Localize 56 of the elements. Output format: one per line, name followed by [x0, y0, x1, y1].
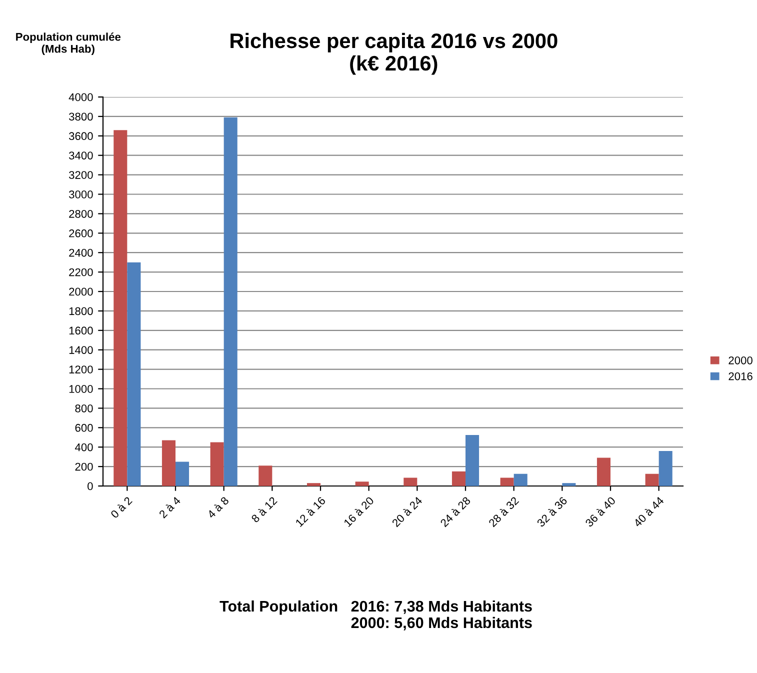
- y-tick-label: 1000: [69, 385, 93, 393]
- y-tick-label: 2600: [69, 229, 93, 238]
- y-tick-label: 1200: [69, 366, 93, 374]
- bar: [355, 482, 369, 486]
- y-tick-label: 4000: [68, 93, 93, 102]
- bar: [176, 462, 190, 486]
- bar: [562, 483, 576, 486]
- x-tick-label: 20 à 24: [391, 496, 423, 528]
- x-tick-label: 36 à 40: [584, 496, 616, 528]
- bar: [596, 458, 610, 486]
- x-tick-label: 24 à 28: [440, 496, 471, 528]
- x-tick-label: 8 à 12: [250, 496, 278, 523]
- y-tick-label: 3400: [68, 152, 93, 160]
- bar: [306, 483, 320, 486]
- legend-label: 2000: [728, 356, 752, 364]
- bar: [224, 117, 238, 486]
- bar: [127, 262, 141, 486]
- bar: [162, 440, 176, 486]
- bar: [658, 450, 672, 486]
- y-tick-label: 1800: [69, 307, 93, 316]
- y-tick-label: 3800: [68, 112, 93, 121]
- bar: [404, 478, 418, 486]
- x-tick-label: 16 à 20: [343, 496, 374, 528]
- y-tick-label: 2000: [69, 288, 93, 296]
- x-tick-label: 28 à 32: [488, 496, 520, 528]
- y-tick-label: 0: [88, 482, 93, 490]
- x-tick-label: 4 à 8: [206, 496, 230, 519]
- bar: [500, 478, 514, 486]
- y-tick-label: 2200: [69, 268, 93, 276]
- bar: [258, 466, 272, 486]
- y-tick-label: 1600: [69, 326, 93, 335]
- chart-title: Richesse per capita 2016 vs 2000 (k€ 2016): [230, 32, 558, 75]
- bar: [514, 474, 528, 486]
- x-tick-label: 2 à 4: [158, 496, 182, 519]
- y-tick-label: 800: [75, 404, 93, 412]
- x-tick-label: 32 à 36: [536, 496, 568, 528]
- y-axis-title: Population cumulée (Mds Hab): [16, 32, 121, 55]
- x-tick-label: 12 à 16: [294, 496, 326, 528]
- y-tick-label: 600: [75, 424, 93, 432]
- bar: [210, 442, 224, 486]
- bar: [452, 471, 466, 486]
- bar: [466, 434, 480, 486]
- x-tick-label: 0 à 2: [110, 496, 133, 519]
- y-tick-label: 1400: [69, 346, 93, 354]
- bar: [114, 130, 128, 486]
- y-tick-label: 3600: [68, 132, 93, 140]
- y-tick-label: 2400: [69, 248, 93, 257]
- y-tick-label: 2800: [69, 210, 93, 218]
- x-tick-label: 40 à 44: [632, 496, 664, 528]
- legend-label: 2016: [728, 372, 752, 380]
- y-tick-label: 400: [74, 443, 93, 452]
- bar: [645, 474, 659, 486]
- text: Total Population 2016: 7,38 Mds Habitants 2000: 5,60 Mds Habitants: [220, 600, 532, 630]
- y-tick-label: 3200: [68, 171, 93, 179]
- y-tick-label: 200: [75, 462, 93, 471]
- y-tick-label: 3000: [68, 190, 93, 198]
